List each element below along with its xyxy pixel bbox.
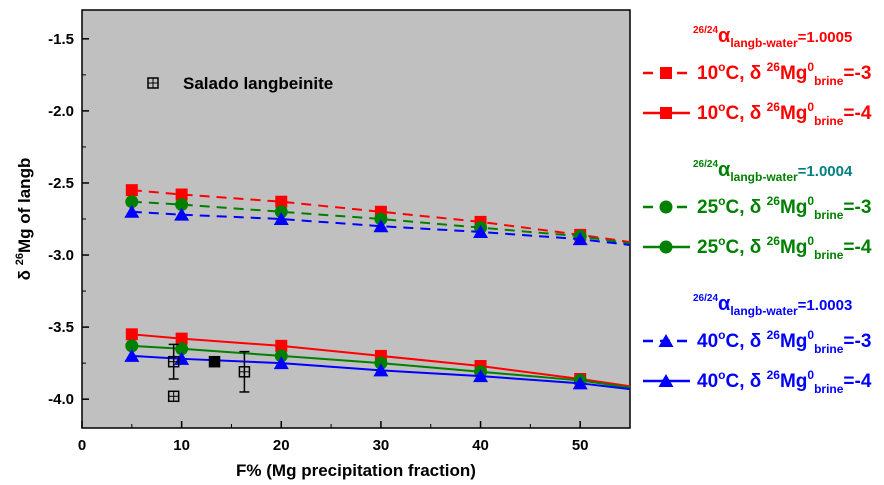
series-lines [124,184,631,391]
x-tick-label: 10 [173,437,190,454]
series-point-5 [473,369,489,383]
y-axis-label-text: δ 26Mg of langb [14,158,34,281]
series-point-2 [175,198,189,212]
series-point-2 [374,212,388,226]
x-tick-label: 30 [373,437,390,454]
series-point-5 [124,348,140,362]
y-tick-label: -1.5 [48,31,74,48]
legend-entry-label: 10oC, δ 26Mg0brine=-4 [697,100,872,128]
series-point-4 [572,232,588,246]
x-axis-label: F% (Mg precipitation fraction) [236,461,476,480]
y-axis-label: δ 26Mg of langb [14,158,34,281]
legend-marker-2-0 [658,334,674,347]
legend-entry-label: 25oC, δ 26Mg0brine=-4 [697,234,872,262]
series-point-5 [373,363,389,377]
series-point-3 [274,349,288,363]
series-point-4 [373,219,389,233]
series-point-4 [124,204,140,218]
series-point-3 [175,342,189,356]
inplot-legend: Salado langbeinite [183,74,333,93]
legend-marker-2-1 [658,374,674,387]
series-point-0 [175,188,188,201]
x-tick-label: 0 [78,437,86,454]
series-point-3 [125,339,139,353]
series-point-3 [374,356,388,370]
series-point-4 [174,207,190,221]
y-tick-label: -2.0 [48,103,74,120]
x-tick-label: 40 [472,437,489,454]
legend-group-title: 26/24αlangb-water=1.0005 [693,25,853,50]
y-tick-label: -2.5 [48,175,74,192]
series-point-1 [175,332,188,345]
y-tick-label: -4.0 [48,391,74,408]
series-point-1 [125,328,138,341]
legend-entry-label: 10oC, δ 26Mg0brine=-3 [697,60,872,88]
legend-marker-0-1 [660,107,672,119]
y-tick-label: -3.5 [48,319,74,336]
series-point-0 [125,184,138,197]
series-point-0 [275,195,288,208]
legend-entry-label: 25oC, δ 26Mg0brine=-3 [697,194,872,222]
observation-point [208,355,221,368]
plot-area [81,9,631,429]
series-point-5 [572,376,588,390]
axes: 0 10 20 30 40 50 -1.5 -2.0 -2.5 -3.0 -3.5 -4.0 [48,31,588,454]
observation-legend-label: Salado langbeinite [183,74,333,93]
legend-marker-0-0 [660,67,672,79]
series-point-2 [274,205,288,219]
legend [643,67,690,387]
legend-marker-1-1 [659,240,673,254]
series-point-4 [473,224,489,238]
legend-group-title: 26/24αlangb-water=1.0003 [693,293,853,318]
series-point-2 [125,195,139,209]
observations [147,77,251,403]
legend-entry-label: 40oC, δ 26Mg0brine=-4 [697,368,872,396]
legend-group-title: 26/24αlangb-water=1.0004 [693,159,853,184]
series-point-4 [273,212,289,225]
series-point-5 [273,356,289,370]
x-tick-label: 50 [572,437,589,454]
y-tick-label: -3.0 [48,247,74,264]
series-point-1 [275,339,288,352]
legend-entry-label: 40oC, δ 26Mg0brine=-3 [697,328,872,356]
x-tick-label: 20 [273,437,290,454]
legend-marker-1-0 [659,200,673,214]
